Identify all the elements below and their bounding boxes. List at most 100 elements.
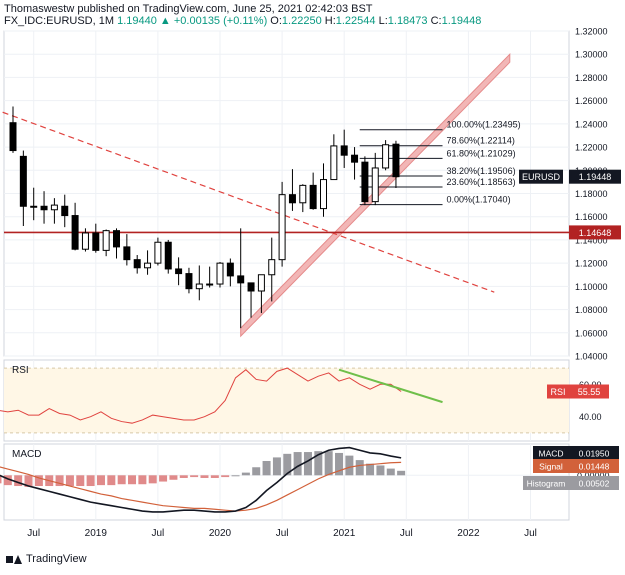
macd-histogram-bar [128,475,137,485]
tradingview-logo-icon [6,554,22,565]
macd-histogram-bar [86,475,95,487]
symbol-tag-bg [519,169,563,184]
macd-histogram-bar [190,475,199,478]
x-tick-label: Jul [152,528,165,539]
open-label: O: [270,15,282,27]
macd-histogram-bar [169,475,178,480]
x-tick-label: Jul [524,528,537,539]
candle-down [19,155,27,207]
candle-up [278,194,286,261]
macd-legend-name-bg [533,446,569,460]
candle-down [164,241,172,270]
candle-down [288,194,296,204]
y-tick-label: 1.18000 [575,189,608,199]
rsi-band [4,368,569,433]
macd-histogram-bar [355,460,364,476]
candle-up [195,283,203,290]
low-label: L: [378,15,388,27]
macd-histogram-bar [148,475,157,484]
macd-histogram-bar [34,475,43,487]
macd-legend-name: Histogram [527,479,566,489]
macd-histogram-bar [345,455,354,476]
y-tick-label: 1.32000 [575,27,608,37]
candle-down [61,205,69,217]
candle-up [206,283,214,286]
candle-up [154,241,162,264]
macd-histogram-bar [221,475,230,478]
macd-histogram-bar [24,475,33,487]
macd-signal-line [0,461,402,512]
macd-legend-name-bg [523,476,569,490]
candle-up [30,205,38,208]
tradingview-footer[interactable]: TradingView [6,553,87,565]
macd-histogram-bar [252,467,261,476]
macd-legend-value-bg [569,459,619,473]
high-label: H: [324,15,336,27]
macd-histogram-bar [283,453,292,476]
macd-legend-value-bg [569,446,619,460]
macd-title: MACD [12,449,41,460]
close-value: 1.19448 [441,15,482,27]
macd-histogram-bar [3,475,12,486]
macd-legend-name: Signal [539,462,563,472]
y-tick-label: 1.06000 [575,328,608,338]
fib-level-label: 78.60%(1.22114) [447,136,515,146]
macd-histogram-bar [14,475,23,487]
rsi-trendline [338,368,443,404]
y-tick-label: 1.24000 [575,119,608,129]
support-tag-bg [569,225,621,240]
candle-down [123,246,131,261]
candle-down [92,232,100,251]
macd-histogram-bar [303,452,312,476]
macd-line [0,446,402,513]
ohlc-line: FX_IDC:EURUSD, 1M 1.19440 ▲ +0.00135 (+0… [4,15,481,27]
macd-histogram-bar [241,472,250,476]
y-tick-label: 1.10000 [575,282,608,292]
price-tag-bg [569,169,621,184]
macd-histogram-bar [376,465,385,476]
macd-histogram-bar [293,452,302,476]
macd-histogram-bar [386,468,395,476]
rsi-title: RSI [12,365,29,376]
macd-legend-name-bg [533,459,569,473]
macd-histogram-bar [366,463,375,476]
fib-level-label: 100.00%(1.23495) [447,120,521,130]
x-tick-label: Jul [400,528,413,539]
macd-histogram-bar [96,475,105,486]
y-tick-label: 1.12000 [575,259,608,269]
macd-histogram-bar [76,475,85,487]
candle-down [392,143,400,178]
macd-histogram-bar [272,457,281,476]
y-tick-label: 1.04000 [575,352,608,362]
x-tick-label: Jul [27,528,40,539]
candle-up [268,259,276,276]
candle-down [247,282,255,292]
tradingview-brand: TradingView [26,553,87,565]
y-tick-label: 1.14000 [575,235,608,245]
candle-down [351,154,359,163]
fib-level-label: 38.20%(1.19506) [447,166,516,176]
candle-down [226,262,234,277]
candle-up [257,274,265,292]
macd-histogram-bar [231,475,240,477]
rsi-name-tag: RSI [550,387,565,397]
high-value: 1.22544 [335,15,376,27]
price-tag: 1.19448 [579,172,612,182]
rsi-value-tag: 55.55 [578,387,601,397]
y-tick-label: 1.26000 [575,96,608,106]
candle-up [144,262,152,269]
fib-level-label: 23.60%(1.18563) [447,177,516,187]
y-tick-label: 1.30000 [575,50,608,60]
candle-up [330,145,338,181]
macd-histogram-bar [397,470,406,476]
macd-histogram-bar [138,475,147,485]
candle-up [299,184,307,204]
rsi-tick-label: 40.00 [579,412,602,422]
candle-down [71,215,79,250]
x-tick-label: 2022 [457,528,480,539]
y-tick-label: 1.28000 [575,73,608,83]
macd-legend-value: 0.01950 [579,449,610,459]
macd-tick-label: 0.00000 [577,471,610,481]
candle-up [320,179,327,210]
